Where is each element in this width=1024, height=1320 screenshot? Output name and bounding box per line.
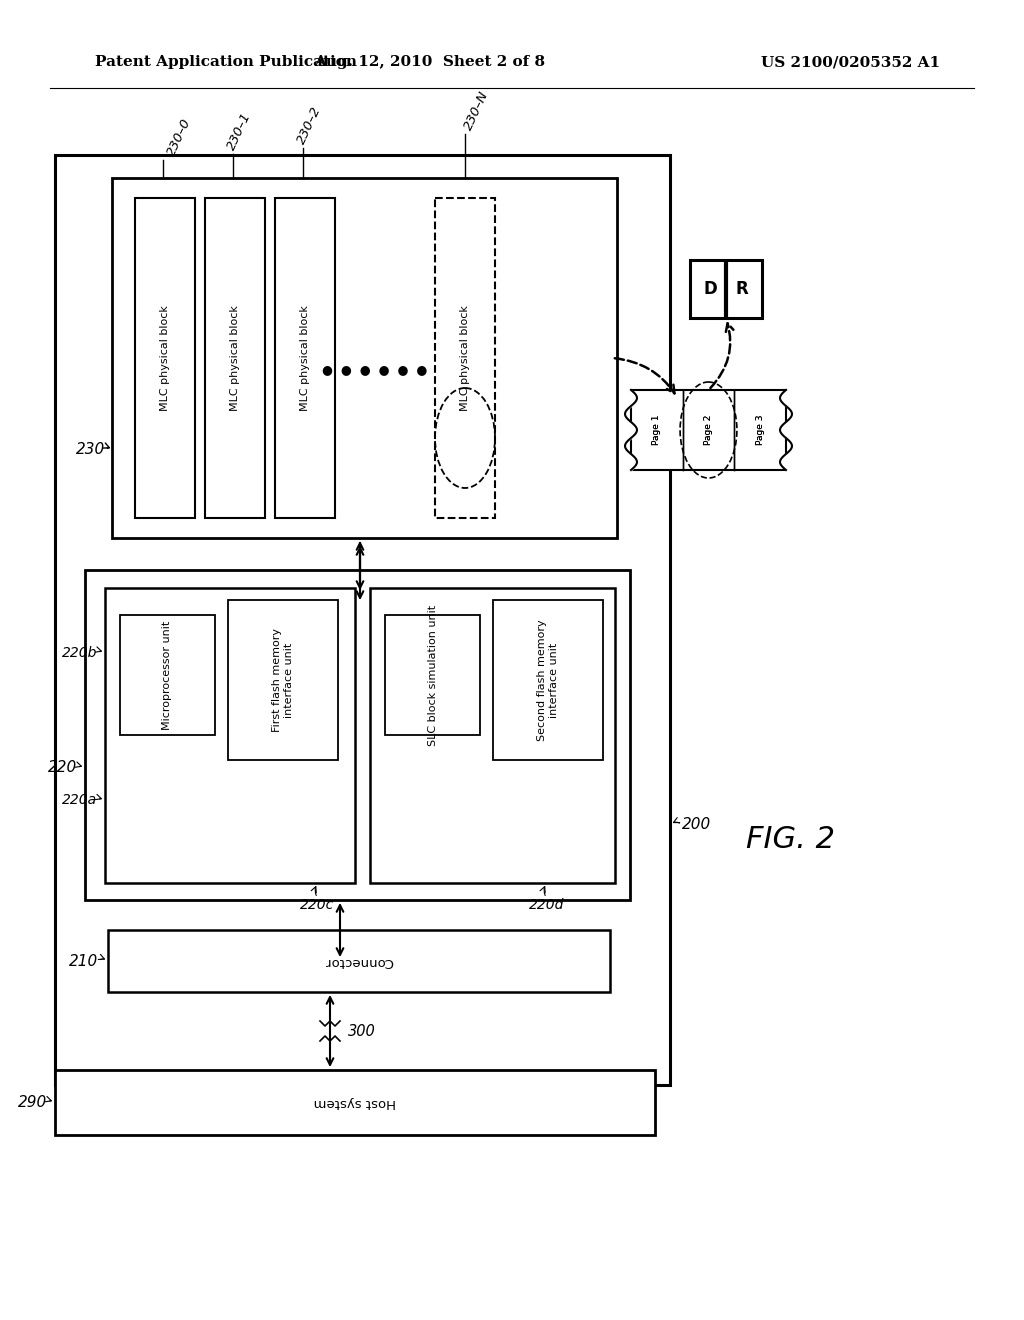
Text: MLC physical block: MLC physical block [460, 305, 470, 411]
Text: 300: 300 [348, 1023, 376, 1039]
Text: Microprocessor unit: Microprocessor unit [163, 620, 172, 730]
Text: Page 3: Page 3 [756, 414, 765, 445]
Bar [631, 389, 786, 470]
Text: FIG. 2: FIG. 2 [745, 825, 835, 854]
Text: 220a: 220a [61, 793, 97, 808]
Text: Page 2: Page 2 [705, 414, 713, 445]
Text: 230–2: 230–2 [295, 104, 324, 147]
Text: 220b: 220b [61, 645, 97, 660]
Text: First flash memory
interface unit: First flash memory interface unit [272, 628, 294, 733]
Text: MLC physical block: MLC physical block [230, 305, 240, 411]
Bar [112, 178, 617, 539]
Text: Patent Application Publication: Patent Application Publication [95, 55, 357, 69]
Text: Page 3: Page 3 [756, 414, 765, 445]
Text: SLC block simulation unit: SLC block simulation unit [427, 605, 437, 746]
Text: ●  ●  ●  ●  ●  ●: ● ● ● ● ● ● [323, 363, 428, 376]
Bar [275, 198, 335, 517]
Bar [55, 1071, 655, 1135]
Text: Page 1: Page 1 [652, 414, 662, 445]
Text: 230–1: 230–1 [225, 110, 254, 152]
Text: 210: 210 [69, 953, 98, 969]
Text: Page 2: Page 2 [705, 414, 713, 445]
Text: Second flash memory
interface unit: Second flash memory interface unit [538, 619, 559, 741]
Bar [55, 154, 670, 1085]
Bar [435, 198, 495, 517]
Text: 220d: 220d [528, 898, 564, 912]
Bar [105, 587, 355, 883]
Text: R: R [735, 280, 749, 298]
Text: 220c: 220c [300, 898, 335, 912]
Text: Aug. 12, 2010  Sheet 2 of 8: Aug. 12, 2010 Sheet 2 of 8 [314, 55, 546, 69]
Text: 200: 200 [682, 817, 712, 832]
Bar [228, 601, 338, 760]
Text: 290: 290 [17, 1096, 47, 1110]
Text: Connector: Connector [325, 954, 393, 968]
Bar [135, 198, 195, 517]
Bar [690, 260, 762, 318]
Text: D: D [703, 280, 717, 298]
Text: Page 1: Page 1 [652, 414, 662, 445]
Text: MLC physical block: MLC physical block [160, 305, 170, 411]
Bar [120, 615, 215, 735]
Text: US 2100/0205352 A1: US 2100/0205352 A1 [761, 55, 940, 69]
Bar [205, 198, 265, 517]
Text: MLC physical block: MLC physical block [300, 305, 310, 411]
Bar [370, 587, 615, 883]
Bar [108, 931, 610, 993]
Bar [493, 601, 603, 760]
Text: Host system: Host system [313, 1096, 396, 1109]
Text: 230: 230 [76, 442, 105, 458]
Text: 230–N: 230–N [462, 88, 492, 132]
Bar [385, 615, 480, 735]
Text: 220: 220 [48, 760, 77, 776]
Bar [85, 570, 630, 900]
Text: 230–0: 230–0 [165, 116, 194, 158]
